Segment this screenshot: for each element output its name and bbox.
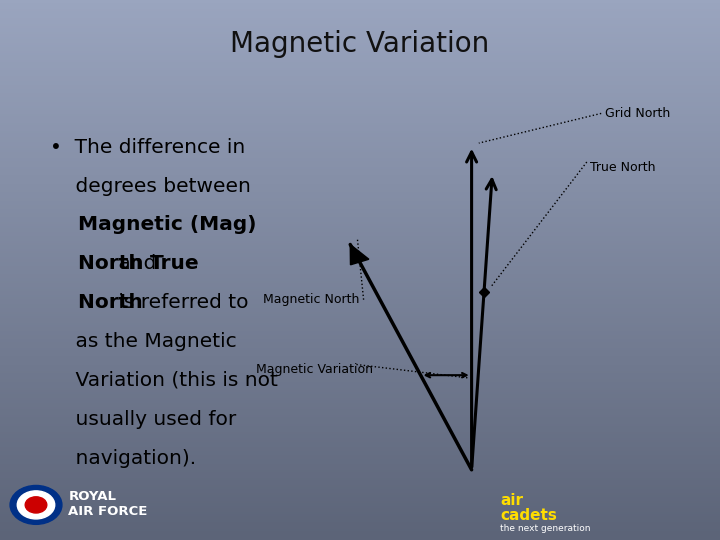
Text: cadets: cadets [500,508,557,523]
Text: degrees between: degrees between [50,177,251,195]
Text: the next generation: the next generation [500,524,591,532]
Text: AIR FORCE: AIR FORCE [68,505,148,518]
Text: True: True [150,254,199,273]
Text: and: and [112,254,162,273]
Text: Variation (this is not: Variation (this is not [50,371,278,390]
Text: North: North [50,254,143,273]
Text: usually used for: usually used for [50,410,237,429]
Text: as the Magnetic: as the Magnetic [50,332,237,351]
Text: •  The difference in: • The difference in [50,138,246,157]
Polygon shape [350,245,369,265]
Text: Magnetic Variation: Magnetic Variation [256,363,373,376]
Circle shape [10,485,62,524]
Text: Magnetic North: Magnetic North [263,293,359,306]
Text: ROYAL: ROYAL [68,490,117,503]
Text: navigation).: navigation). [50,449,197,468]
Text: Grid North: Grid North [605,107,670,120]
Text: air: air [500,493,523,508]
Text: North: North [50,293,143,312]
Text: True North: True North [590,161,656,174]
Text: is referred to: is referred to [112,293,248,312]
Text: Magnetic Variation: Magnetic Variation [230,30,490,58]
Circle shape [25,497,47,513]
Circle shape [17,491,55,519]
Text: Magnetic (Mag): Magnetic (Mag) [50,215,257,234]
